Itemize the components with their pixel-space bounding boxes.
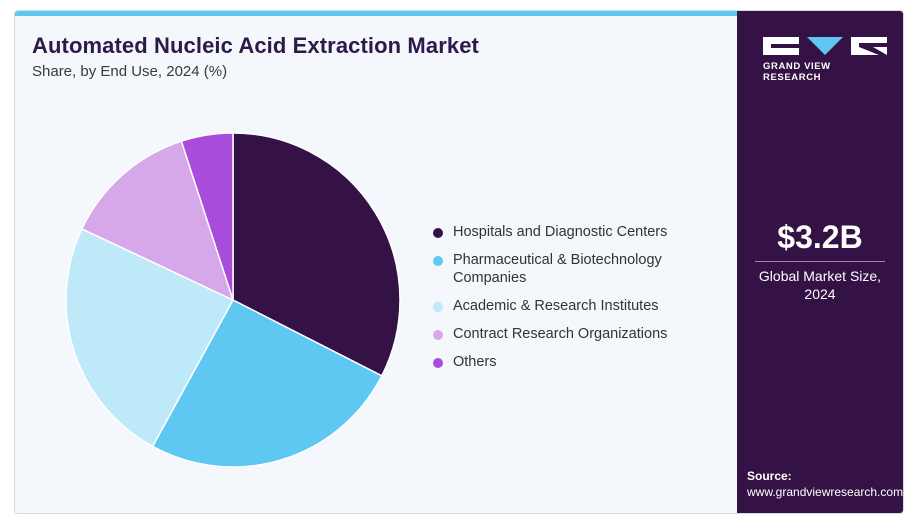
accent-bar	[15, 11, 737, 16]
pie-slice	[151, 299, 383, 468]
brand-name: GRAND VIEW RESEARCH	[763, 61, 831, 83]
pie-slice	[180, 132, 234, 301]
legend-label: Pharmaceutical & Biotechnology Companies	[453, 252, 662, 286]
legend-swatch	[433, 358, 443, 368]
market-size-caption-line1: Global Market Size,	[758, 268, 882, 284]
pie-slice	[65, 227, 235, 448]
pie-slice	[232, 132, 401, 377]
sidebar-panel: GRAND VIEW RESEARCH $3.2B Global Market …	[737, 11, 903, 513]
chart-title: Automated Nucleic Acid Extraction Market	[32, 33, 479, 58]
market-size-caption: Global Market Size, 2024	[737, 267, 903, 303]
legend-item: Academic & Research Institutes	[433, 297, 733, 315]
legend-swatch	[433, 302, 443, 312]
pie-slice	[80, 140, 235, 302]
source-url[interactable]: www.grandviewresearch.com	[747, 485, 904, 499]
chart-subtitle: Share, by End Use, 2024 (%)	[32, 63, 228, 80]
legend-swatch	[433, 256, 443, 266]
brand-logo: GRAND VIEW RESEARCH	[763, 35, 887, 83]
divider	[755, 261, 885, 262]
chart-legend: Hospitals and Diagnostic Centers Pharmac…	[433, 223, 733, 381]
market-size-value: $3.2B	[777, 219, 863, 255]
legend-label: Academic & Research Institutes	[453, 298, 659, 314]
pie-chart	[65, 132, 401, 468]
gvr-logo-icon	[763, 37, 887, 55]
legend-label: Contract Research Organizations	[453, 326, 668, 342]
legend-swatch	[433, 330, 443, 340]
legend-item: Pharmaceutical & Biotechnology Companies	[433, 251, 733, 287]
legend-item: Contract Research Organizations	[433, 325, 733, 343]
chart-card: Automated Nucleic Acid Extraction Market…	[14, 10, 904, 514]
legend-swatch	[433, 228, 443, 238]
legend-label: Others	[453, 354, 497, 370]
legend-item: Hospitals and Diagnostic Centers	[433, 223, 733, 241]
legend-label: Hospitals and Diagnostic Centers	[453, 224, 668, 240]
source-label: Source:	[747, 469, 792, 483]
legend-item: Others	[433, 353, 733, 371]
market-size-caption-line2: 2024	[804, 286, 836, 302]
